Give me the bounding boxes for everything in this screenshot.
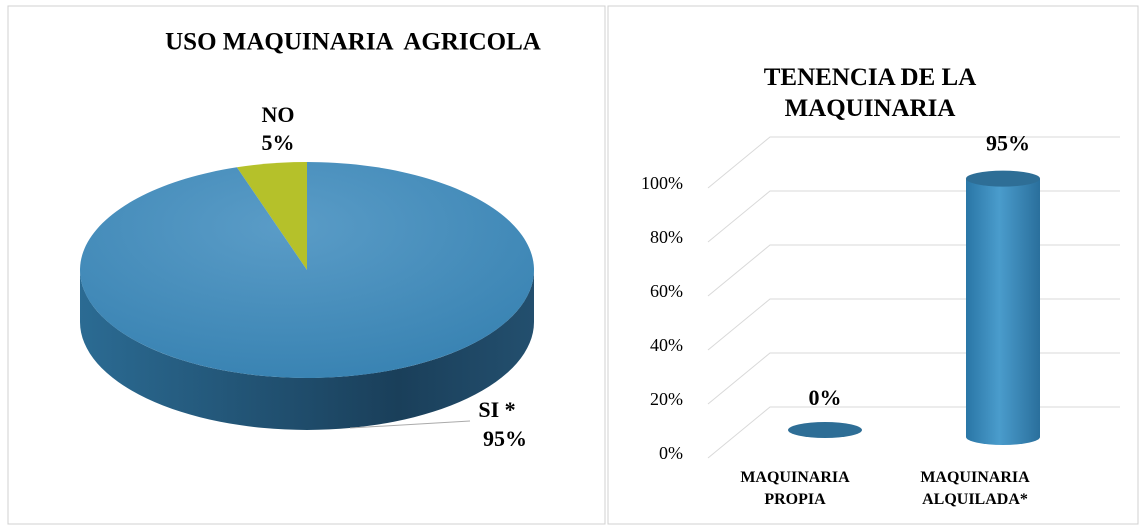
x-tick-label: MAQUINARIA ALQUILADA* — [920, 469, 1030, 508]
leader-line — [349, 420, 471, 429]
value-label: 0% — [809, 385, 842, 410]
grid-line — [707, 136, 1120, 189]
chart-title-box: TENENCIA DE LA MAQUINARIA — [763, 64, 977, 122]
bar-top — [788, 422, 862, 438]
grid-line — [707, 244, 1120, 297]
slice-value: 95% — [483, 426, 527, 451]
bar — [966, 178, 1040, 445]
x-tick-label-line: MAQUINARIA — [920, 469, 1030, 486]
x-tick-label: MAQUINARIA PROPIA — [740, 469, 850, 508]
y-tick-label: 20% — [650, 389, 683, 409]
pie-side — [80, 270, 534, 430]
y-tick-label: 0% — [659, 443, 683, 463]
value-label: 95% — [986, 131, 1030, 156]
x-tick-label-line: MAQUINARIA — [740, 469, 850, 486]
y-tick-label: 60% — [650, 281, 683, 301]
slice-label: SI * — [478, 397, 515, 422]
panel — [7, 5, 606, 525]
grid-line — [707, 352, 1120, 405]
slice-label: NO — [262, 102, 295, 127]
y-tick-label: 100% — [641, 173, 683, 193]
grid-line — [707, 298, 1120, 351]
pie-slice — [79, 162, 534, 378]
grid-line — [707, 190, 1120, 243]
pie-slice — [236, 162, 307, 270]
y-tick-label: 40% — [650, 335, 683, 355]
grid-line — [707, 406, 1120, 459]
x-tick-label-line: PROPIA — [764, 491, 826, 508]
chart-title: TENENCIA DE LA MAQUINARIA — [763, 64, 977, 122]
bar-top — [966, 170, 1040, 187]
slice-value: 5% — [262, 130, 295, 155]
x-tick-label-line: ALQUILADA* — [922, 491, 1028, 508]
panel — [607, 5, 1139, 525]
chart-title: USO MAQUINARIA AGRICOLA — [165, 29, 541, 56]
y-tick-label: 80% — [650, 227, 683, 247]
